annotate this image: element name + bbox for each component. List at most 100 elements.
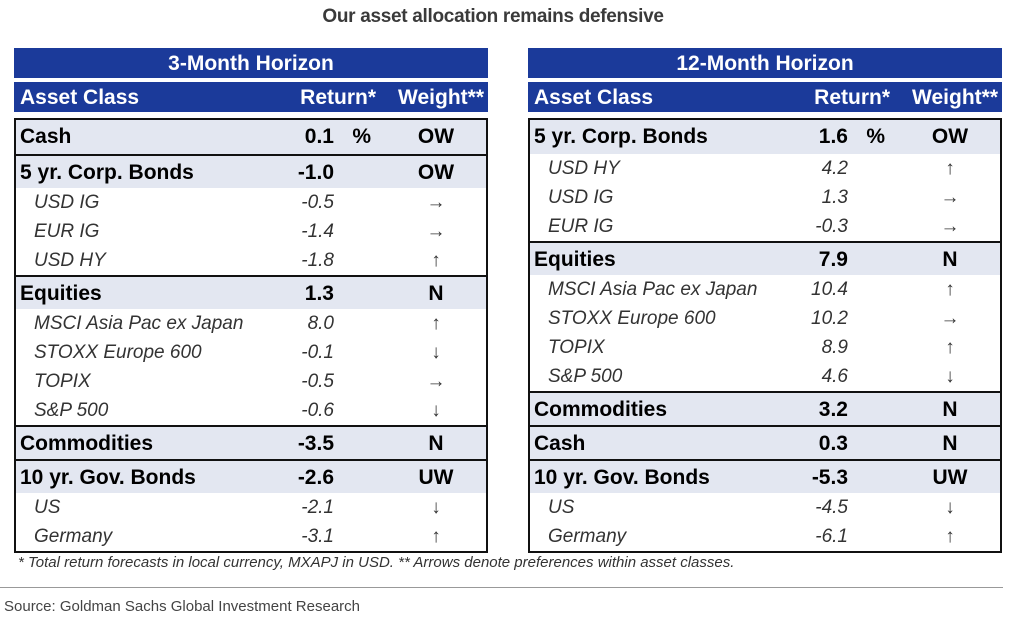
asset-name: TOPIX: [548, 337, 605, 358]
weight-value: →: [940, 216, 960, 237]
table-12-month: 12-Month Horizon Asset Class Return* Wei…: [528, 48, 1002, 553]
return-value: -1.8: [301, 250, 334, 271]
return-value: 3.2: [818, 398, 848, 421]
table-body: 5 yr. Corp. Bonds 1.6% OW USD HY 4.2 ↑ USD IG 1…: [528, 118, 1002, 553]
return-value: 0.1: [304, 125, 334, 148]
asset-name: STOXX Europe 600: [548, 308, 716, 329]
return-value: -1.4: [301, 221, 334, 242]
return-value: 10.2: [811, 308, 848, 329]
return-value: 8.9: [821, 337, 848, 358]
sub-asset-row: USD HY -1.8 ↑: [16, 246, 486, 275]
asset-name: 5 yr. Corp. Bonds: [20, 161, 194, 184]
asset-name: US: [548, 497, 575, 518]
asset-name: US: [34, 497, 61, 518]
asset-class-row: Equities 1.3 N: [16, 275, 486, 309]
weight-value: N: [428, 432, 444, 455]
sub-asset-row: S&P 500 -0.6 ↓: [16, 396, 486, 425]
sub-asset-row: Germany -3.1 ↑: [16, 522, 486, 551]
sub-asset-row: MSCI Asia Pac ex Japan 8.0 ↑: [16, 309, 486, 338]
weight-value: OW: [931, 125, 969, 148]
page-title: Our asset allocation remains defensive: [322, 6, 664, 27]
asset-name: Cash: [20, 125, 72, 148]
weight-value: →: [426, 192, 446, 213]
header-weight: Weight**: [912, 86, 998, 109]
column-headers: Asset Class Return* Weight**: [14, 82, 488, 112]
divider: [0, 587, 1003, 588]
weight-value: UW: [418, 466, 454, 489]
weight-value: N: [942, 398, 958, 421]
asset-name: USD HY: [548, 158, 620, 179]
horizon-header: 3-Month Horizon: [14, 48, 488, 78]
table-body: Cash 0.1% OW 5 yr. Corp. Bonds -1.0 OW USD IG -…: [14, 118, 488, 553]
return-value: 7.9: [818, 248, 848, 271]
weight-value: ↑: [431, 250, 441, 271]
source-note: Source: Goldman Sachs Global Investment …: [4, 598, 361, 615]
table-3-month: 3-Month Horizon Asset Class Return* Weig…: [14, 48, 488, 553]
header-asset-class: Asset Class: [20, 86, 140, 109]
asset-name: MSCI Asia Pac ex Japan: [34, 313, 244, 334]
sub-asset-row: TOPIX -0.5 →: [16, 367, 486, 396]
asset-class-row: 5 yr. Corp. Bonds 1.6% OW: [530, 120, 1000, 154]
weight-value: ↑: [431, 526, 441, 547]
weight-value: ↑: [945, 158, 955, 179]
return-value: -0.3: [815, 216, 848, 237]
asset-name: Equities: [534, 248, 616, 271]
asset-name: 10 yr. Gov. Bonds: [20, 466, 196, 489]
asset-name: S&P 500: [34, 400, 109, 421]
asset-name: MSCI Asia Pac ex Japan: [548, 279, 758, 300]
weight-value: →: [426, 371, 446, 392]
asset-name: USD IG: [548, 187, 614, 208]
asset-class-row: Commodities -3.5 N: [16, 425, 486, 459]
weight-value: N: [428, 282, 444, 305]
asset-name: 5 yr. Corp. Bonds: [534, 125, 708, 148]
return-value: -4.5: [815, 497, 848, 518]
weight-value: ↓: [431, 497, 441, 518]
return-value: 1.3: [304, 282, 334, 305]
weight-value: N: [942, 248, 958, 271]
sub-asset-row: TOPIX 8.9 ↑: [530, 333, 1000, 362]
weight-value: ↑: [945, 337, 955, 358]
weight-value: ↑: [945, 526, 955, 547]
return-value: 4.6: [821, 366, 848, 387]
weight-value: OW: [417, 125, 455, 148]
sub-asset-row: EUR IG -0.3 →: [530, 212, 1000, 241]
asset-name: USD IG: [34, 192, 100, 213]
asset-name: STOXX Europe 600: [34, 342, 202, 363]
weight-value: ↑: [945, 279, 955, 300]
return-value: 10.4: [811, 279, 848, 300]
return-value: -2.1: [301, 497, 334, 518]
return-value: -0.1: [301, 342, 334, 363]
percent-unit: %: [866, 125, 885, 148]
weight-value: ↑: [431, 313, 441, 334]
weight-value: ↓: [431, 342, 441, 363]
sub-asset-row: MSCI Asia Pac ex Japan 10.4 ↑: [530, 275, 1000, 304]
weight-value: →: [940, 308, 960, 329]
sub-asset-row: S&P 500 4.6 ↓: [530, 362, 1000, 391]
return-value: -3.1: [301, 526, 334, 547]
return-value: -6.1: [815, 526, 848, 547]
return-value: 4.2: [821, 158, 848, 179]
asset-class-row: Commodities 3.2 N: [530, 391, 1000, 425]
header-weight: Weight**: [398, 86, 484, 109]
return-value: -0.6: [301, 400, 334, 421]
return-value: 0.3: [818, 432, 848, 455]
asset-name: S&P 500: [548, 366, 623, 387]
asset-name: TOPIX: [34, 371, 91, 392]
sub-asset-row: STOXX Europe 600 -0.1 ↓: [16, 338, 486, 367]
return-value: -0.5: [301, 192, 334, 213]
sub-asset-row: US -2.1 ↓: [16, 493, 486, 522]
return-value: -3.5: [297, 432, 334, 455]
asset-class-row: Cash 0.1% OW: [16, 120, 486, 154]
asset-class-row: 10 yr. Gov. Bonds -5.3 UW: [530, 459, 1000, 493]
asset-name: EUR IG: [34, 221, 100, 242]
asset-class-row: Equities 7.9 N: [530, 241, 1000, 275]
header-asset-class: Asset Class: [534, 86, 654, 109]
asset-name: Germany: [34, 526, 113, 547]
weight-value: →: [426, 221, 446, 242]
weight-value: ↓: [945, 366, 955, 387]
sub-asset-row: Germany -6.1 ↑: [530, 522, 1000, 551]
sub-asset-row: US -4.5 ↓: [530, 493, 1000, 522]
footnote: * Total return forecasts in local curren…: [18, 554, 735, 571]
sub-asset-row: STOXX Europe 600 10.2 →: [530, 304, 1000, 333]
asset-name: Germany: [548, 526, 627, 547]
